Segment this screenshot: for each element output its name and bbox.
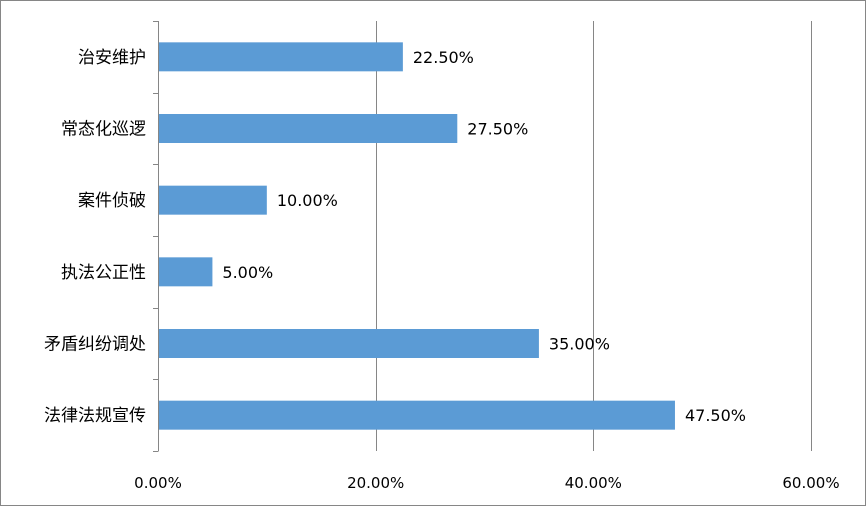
category-label-3: 执法公正性: [61, 263, 146, 283]
bar-4: [159, 329, 539, 358]
category-label-1: 常态化巡逻: [61, 120, 146, 140]
bar-0: [159, 42, 403, 72]
category-label-4: 矛盾纠纷调处: [44, 335, 146, 355]
x-tick-label-1: 20.00%: [347, 474, 404, 492]
value-label-3: 5.00%: [222, 263, 273, 282]
bar-5: [159, 400, 675, 430]
x-tick-label-2: 40.00%: [565, 474, 622, 492]
value-label-0: 22.50%: [413, 48, 474, 67]
category-label-0: 治安维护: [78, 48, 146, 68]
value-label-4: 35.00%: [549, 335, 610, 354]
bar-3: [159, 257, 213, 287]
x-tick-label-0: 0.00%: [134, 474, 182, 492]
x-tick-label-3: 60.00%: [782, 474, 839, 492]
bar-2: [159, 185, 267, 215]
value-label-1: 27.50%: [467, 120, 528, 139]
category-label-2: 案件侦破: [78, 191, 146, 211]
bar-1: [159, 114, 458, 143]
category-label-5: 法律法规宣传: [44, 406, 146, 426]
value-label-2: 10.00%: [277, 191, 338, 210]
value-label-5: 47.50%: [685, 406, 746, 425]
